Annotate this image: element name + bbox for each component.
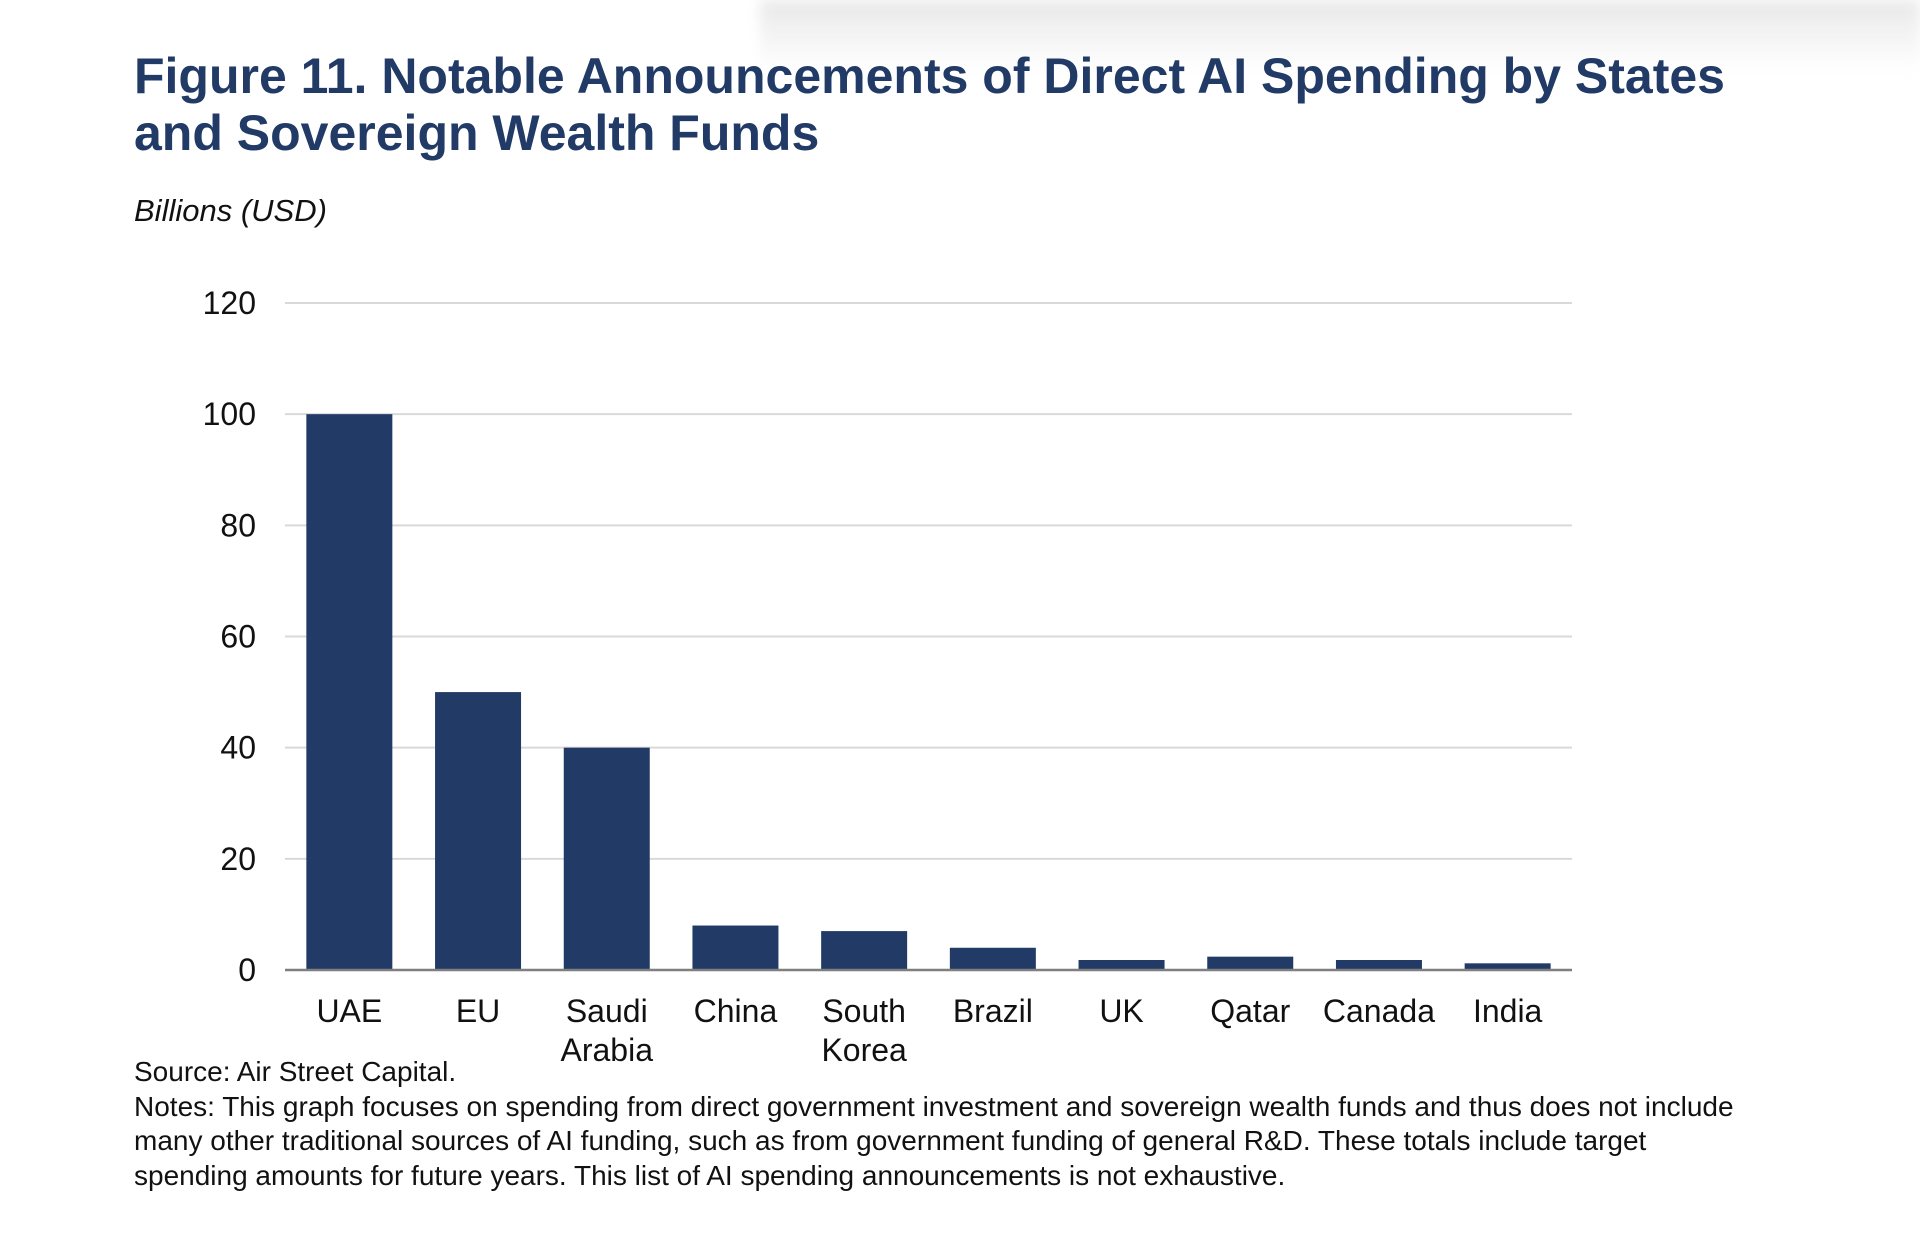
bar-uae: [306, 414, 393, 971]
bar-china: [692, 925, 779, 970]
x-tick-label-china: China: [694, 993, 778, 1029]
bar-india: [1464, 963, 1551, 970]
x-tick-label-qatar: Qatar: [1210, 993, 1290, 1029]
x-tick-label-uae: UAE: [316, 993, 382, 1029]
bar-brazil: [949, 947, 1036, 970]
x-tick-label-canada: Canada: [1323, 993, 1435, 1029]
unit-label: Billions (USD): [134, 193, 327, 228]
y-tick-label-20: 20: [220, 841, 256, 877]
x-tick-label-eu: EU: [456, 993, 500, 1029]
source-text: Source: Air Street Capital.: [134, 1056, 457, 1087]
x-tick-label-india: India: [1473, 993, 1543, 1029]
bar-saudi-arabia: [563, 747, 650, 970]
bars: [306, 414, 1551, 971]
top-shadow: [760, 0, 1920, 70]
footer-notes: Source: Air Street Capital. Notes: This …: [134, 1055, 1734, 1193]
x-tick-label-south-korea-line-2: Korea: [821, 1032, 907, 1068]
bar-south-korea: [821, 931, 908, 970]
y-tick-label-0: 0: [238, 952, 256, 988]
y-tick-label-40: 40: [220, 730, 256, 766]
bar-canada: [1335, 959, 1422, 970]
x-tick-label-brazil: Brazil: [953, 993, 1033, 1029]
bar-qatar: [1207, 956, 1294, 970]
y-tick-label-80: 80: [220, 507, 256, 543]
y-tick-label-60: 60: [220, 619, 256, 655]
figure-title: Figure 11. Notable Announcements of Dire…: [134, 48, 1725, 161]
x-tick-label-uk: UK: [1099, 993, 1143, 1029]
bar-uk: [1078, 959, 1165, 970]
x-tick-label-south-korea-line-1: South: [822, 993, 906, 1029]
notes-text: Notes: This graph focuses on spending fr…: [134, 1090, 1734, 1191]
bar-eu: [435, 692, 522, 970]
y-tick-label-100: 100: [203, 396, 256, 432]
x-tick-label-saudi-arabia-line-1: Saudi: [566, 993, 648, 1029]
x-tick-label-saudi-arabia-line-2: Arabia: [561, 1032, 654, 1068]
y-tick-label-120: 120: [203, 285, 256, 321]
